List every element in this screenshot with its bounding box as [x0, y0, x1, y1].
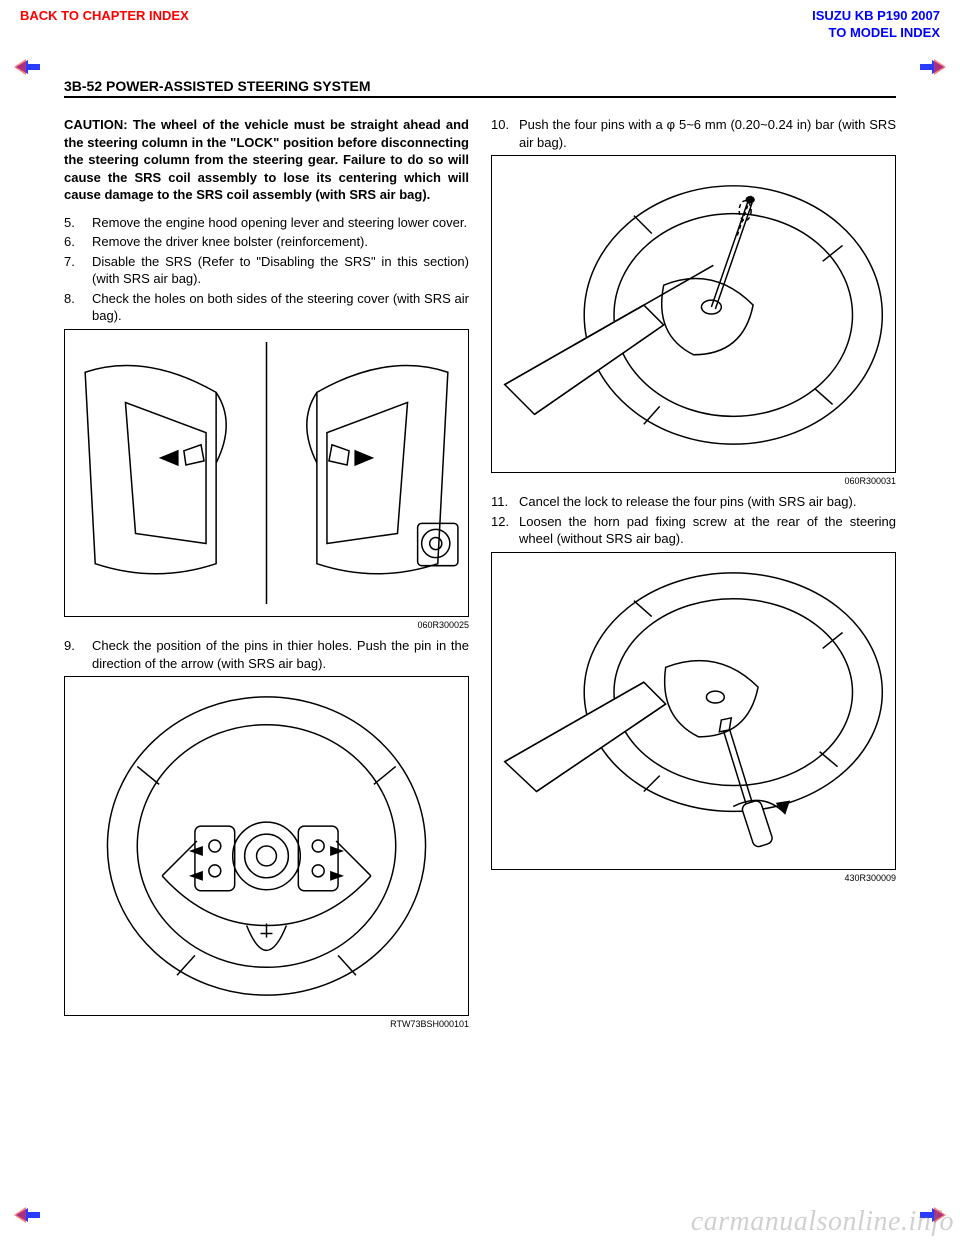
steps-11-12: 11.Cancel the lock to release the four p…: [491, 493, 896, 548]
figure-4-caption: 430R300009: [491, 872, 896, 884]
steps-9: 9.Check the position of the pins in thie…: [64, 637, 469, 672]
model-index-block: ISUZU KB P190 2007 TO MODEL INDEX: [812, 8, 940, 42]
model-link[interactable]: ISUZU KB P190 2007: [812, 8, 940, 25]
left-column: CAUTION: The wheel of the vehicle must b…: [64, 116, 469, 1036]
step-10: 10.Push the four pins with a φ 5~6 mm (0…: [491, 116, 896, 151]
step-6: 6.Remove the driver knee bolster (reinfo…: [64, 233, 469, 251]
steps-10: 10.Push the four pins with a φ 5~6 mm (0…: [491, 116, 896, 151]
back-to-chapter-link[interactable]: BACK TO CHAPTER INDEX: [20, 8, 189, 42]
step-5: 5.Remove the engine hood opening lever a…: [64, 214, 469, 232]
prev-arrow-top[interactable]: [14, 58, 42, 76]
to-model-index-link[interactable]: TO MODEL INDEX: [812, 25, 940, 42]
right-column: 10.Push the four pins with a φ 5~6 mm (0…: [491, 116, 896, 1036]
watermark: carmanualsonline.info: [691, 1206, 954, 1238]
top-nav: BACK TO CHAPTER INDEX ISUZU KB P190 2007…: [20, 8, 940, 42]
figure-3-caption: 060R300031: [491, 475, 896, 487]
figure-2-caption: RTW73BSH000101: [64, 1018, 469, 1030]
figure-3: [491, 155, 896, 473]
figure-1: [64, 329, 469, 617]
next-arrow-top[interactable]: [918, 58, 946, 76]
step-12: 12.Loosen the horn pad fixing screw at t…: [491, 513, 896, 548]
steps-5-8: 5.Remove the engine hood opening lever a…: [64, 214, 469, 325]
figure-4: [491, 552, 896, 870]
step-11: 11.Cancel the lock to release the four p…: [491, 493, 896, 511]
step-9: 9.Check the position of the pins in thie…: [64, 637, 469, 672]
figure-1-caption: 060R300025: [64, 619, 469, 631]
section-header: 3B-52 POWER-ASSISTED STEERING SYSTEM: [64, 78, 896, 98]
prev-arrow-bottom[interactable]: [14, 1206, 42, 1224]
figure-2: [64, 676, 469, 1016]
step-8: 8.Check the holes on both sides of the s…: [64, 290, 469, 325]
step-7: 7.Disable the SRS (Refer to "Disabling t…: [64, 253, 469, 288]
page-content: 3B-52 POWER-ASSISTED STEERING SYSTEM CAU…: [64, 78, 896, 1036]
caution-text: CAUTION: The wheel of the vehicle must b…: [64, 116, 469, 204]
